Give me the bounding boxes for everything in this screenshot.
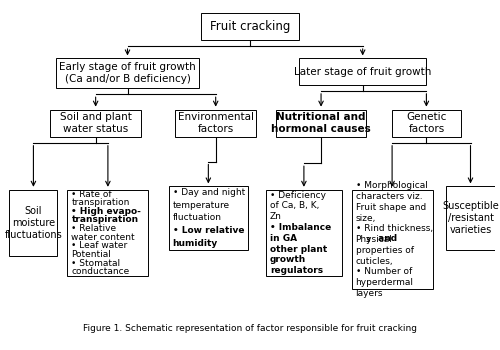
Text: • Day and night: • Day and night: [172, 188, 245, 197]
Text: • Stomatal: • Stomatal: [72, 259, 120, 268]
Text: Soil
moisture
fluctuations: Soil moisture fluctuations: [4, 206, 62, 240]
Text: water content: water content: [72, 233, 135, 242]
Text: Nutritional and
hormonal causes: Nutritional and hormonal causes: [271, 112, 371, 134]
Text: • Leaf water: • Leaf water: [72, 241, 128, 250]
Text: Early stage of fruit growth
(Ca and/or B deficiency): Early stage of fruit growth (Ca and/or B…: [59, 62, 196, 84]
FancyBboxPatch shape: [352, 190, 432, 289]
Text: • Relative: • Relative: [72, 224, 117, 233]
Text: Environmental
factors: Environmental factors: [178, 112, 254, 134]
FancyBboxPatch shape: [276, 110, 366, 137]
Text: of Ca, B, K,: of Ca, B, K,: [270, 201, 319, 210]
FancyBboxPatch shape: [176, 110, 256, 137]
Text: • Rate of: • Rate of: [72, 189, 112, 198]
Text: Figure 1. Schematic representation of factor responsible for fruit cracking: Figure 1. Schematic representation of fa…: [83, 324, 417, 333]
FancyBboxPatch shape: [56, 58, 199, 88]
Text: Soil and plant
water status: Soil and plant water status: [60, 112, 132, 134]
FancyBboxPatch shape: [50, 110, 141, 137]
FancyBboxPatch shape: [266, 190, 342, 276]
FancyBboxPatch shape: [392, 110, 460, 137]
FancyBboxPatch shape: [168, 186, 248, 250]
Text: transpiration: transpiration: [72, 198, 130, 207]
Text: humidity: humidity: [172, 239, 218, 248]
FancyBboxPatch shape: [10, 190, 58, 256]
FancyBboxPatch shape: [68, 190, 148, 276]
Text: in GA: in GA: [270, 234, 297, 243]
Text: growth: growth: [270, 256, 306, 265]
Text: 3: 3: [366, 237, 370, 243]
Text: and: and: [375, 234, 397, 243]
FancyBboxPatch shape: [201, 14, 299, 40]
Text: temperature: temperature: [172, 201, 230, 210]
Text: fluctuation: fluctuation: [172, 214, 222, 223]
Text: • High evapo-: • High evapo-: [72, 207, 142, 216]
Text: • Imbalance: • Imbalance: [270, 223, 331, 232]
Text: regulators: regulators: [270, 266, 323, 275]
Text: • Deficiency: • Deficiency: [270, 191, 326, 199]
Text: transpiration: transpiration: [72, 216, 138, 224]
Text: conductance: conductance: [72, 267, 130, 276]
Text: Genetic
factors: Genetic factors: [406, 112, 446, 134]
Text: Potential: Potential: [72, 250, 112, 259]
Text: Zn: Zn: [270, 212, 281, 221]
FancyBboxPatch shape: [299, 58, 426, 85]
Text: Susceptible
/resistant
varieties: Susceptible /resistant varieties: [442, 201, 499, 235]
Text: • Low relative: • Low relative: [172, 226, 244, 235]
Text: Later stage of fruit growth: Later stage of fruit growth: [294, 66, 432, 77]
Text: other plant: other plant: [270, 245, 327, 254]
FancyBboxPatch shape: [446, 186, 494, 250]
Text: Fruit cracking: Fruit cracking: [210, 20, 290, 33]
Text: • Morphological
characters viz.
Fruit shape and
size,
• Rind thickness,
Physical: • Morphological characters viz. Fruit sh…: [356, 181, 432, 298]
